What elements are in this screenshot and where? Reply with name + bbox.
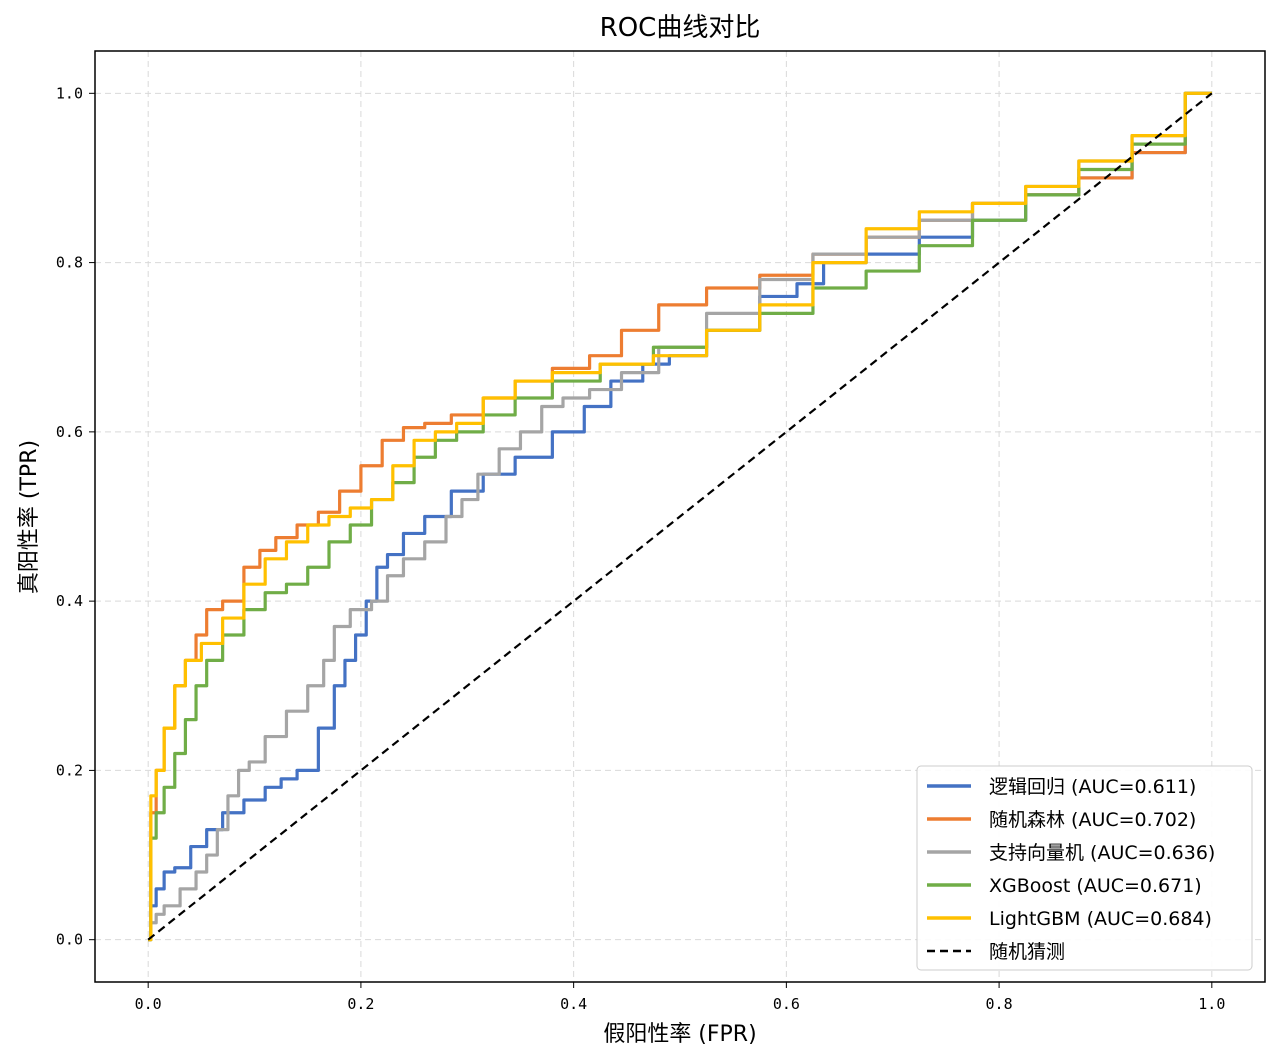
legend-label: LightGBM (AUC=0.684): [989, 908, 1212, 930]
y-tick-label: 0.6: [56, 423, 83, 441]
y-tick-label: 1.0: [56, 84, 83, 102]
x-tick-label: 0.6: [773, 995, 800, 1013]
series-line-4: [148, 91, 1212, 942]
axis-ticks: 0.0 0.2 0.4 0.6 0.8 1.0 0.0 0.2 0.4 0.6 0.8 1.0: [56, 84, 1225, 1013]
x-tick-label: 0.8: [986, 995, 1013, 1013]
x-tick-label: 1.0: [1198, 995, 1225, 1013]
legend-box: [916, 765, 1253, 971]
y-tick-label: 0.0: [56, 931, 83, 949]
series-group: [147, 91, 1213, 942]
series-line-3: [148, 91, 1212, 942]
series-line-5: [147, 92, 1213, 941]
x-axis-label: 假阳性率 (FPR): [603, 1022, 756, 1047]
legend-label: 支持向量机 (AUC=0.636): [989, 842, 1215, 864]
y-tick-label: 0.4: [56, 592, 83, 610]
legend-label: 随机森林 (AUC=0.702): [989, 809, 1196, 831]
legend-label: 逻辑回归 (AUC=0.611): [989, 776, 1196, 798]
y-tick-label: 0.8: [56, 254, 83, 272]
x-tick-label: 0.4: [560, 995, 587, 1013]
plot-frame: [94, 50, 1266, 983]
grid-lines: [95, 51, 1265, 982]
y-axis-label: 真阳性率 (TPR): [17, 440, 42, 594]
x-tick-label: 0.2: [347, 995, 374, 1013]
legend-label: XGBoost (AUC=0.671): [989, 875, 1202, 897]
legend-label: 随机猜测: [989, 941, 1065, 963]
chart-title: ROC曲线对比: [600, 13, 761, 43]
legend: 逻辑回归 (AUC=0.611) 随机森林 (AUC=0.702) 支持向量机 (A…: [916, 765, 1253, 971]
y-tick-label: 0.2: [56, 761, 83, 779]
x-tick-label: 0.0: [135, 995, 162, 1013]
